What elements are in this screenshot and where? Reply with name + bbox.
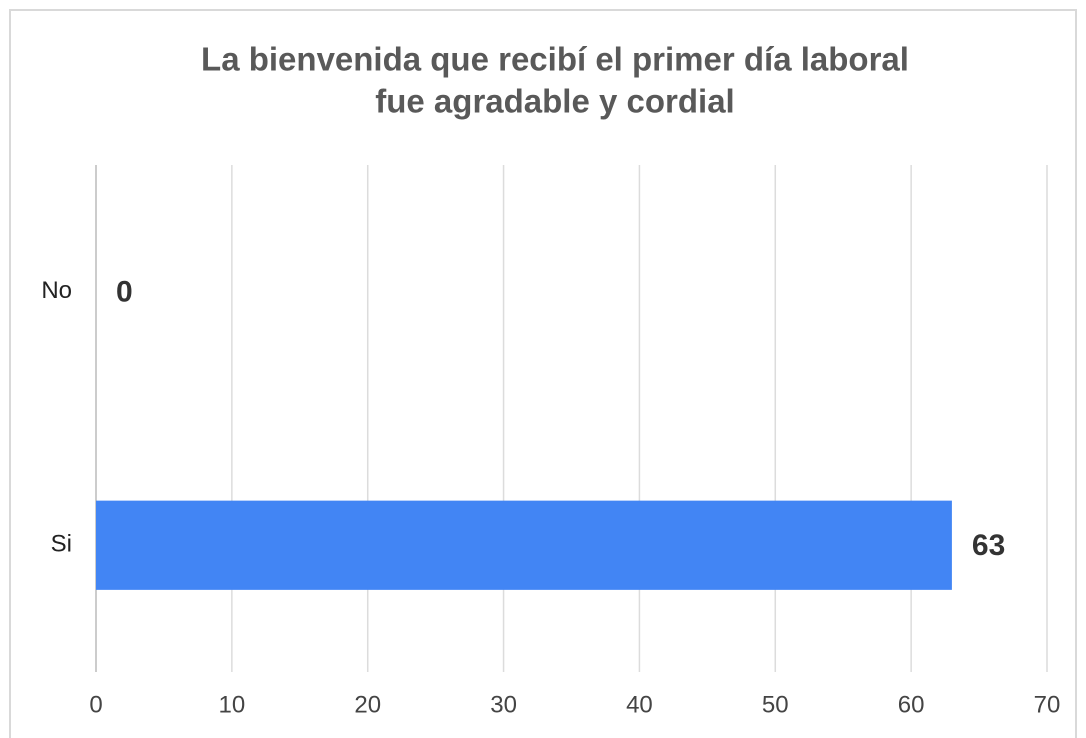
x-tick-label: 40 bbox=[626, 691, 653, 718]
x-tick-label: 60 bbox=[898, 691, 925, 718]
chart-border bbox=[9, 9, 1077, 738]
value-label: 0 bbox=[116, 276, 133, 309]
value-label: 63 bbox=[972, 529, 1005, 562]
x-tick-label: 10 bbox=[219, 691, 246, 718]
x-tick-label: 30 bbox=[490, 691, 517, 718]
x-tick-label: 70 bbox=[1034, 691, 1061, 718]
x-tick-label: 20 bbox=[354, 691, 381, 718]
x-tick-label: 50 bbox=[762, 691, 789, 718]
bar bbox=[96, 500, 952, 590]
y-tick-label: Si bbox=[51, 531, 72, 558]
y-tick-label: No bbox=[41, 277, 72, 304]
chart-title: La bienvenida que recibí el primer día l… bbox=[201, 41, 909, 78]
x-tick-label: 0 bbox=[89, 691, 102, 718]
chart-title: fue agradable y cordial bbox=[375, 83, 734, 120]
